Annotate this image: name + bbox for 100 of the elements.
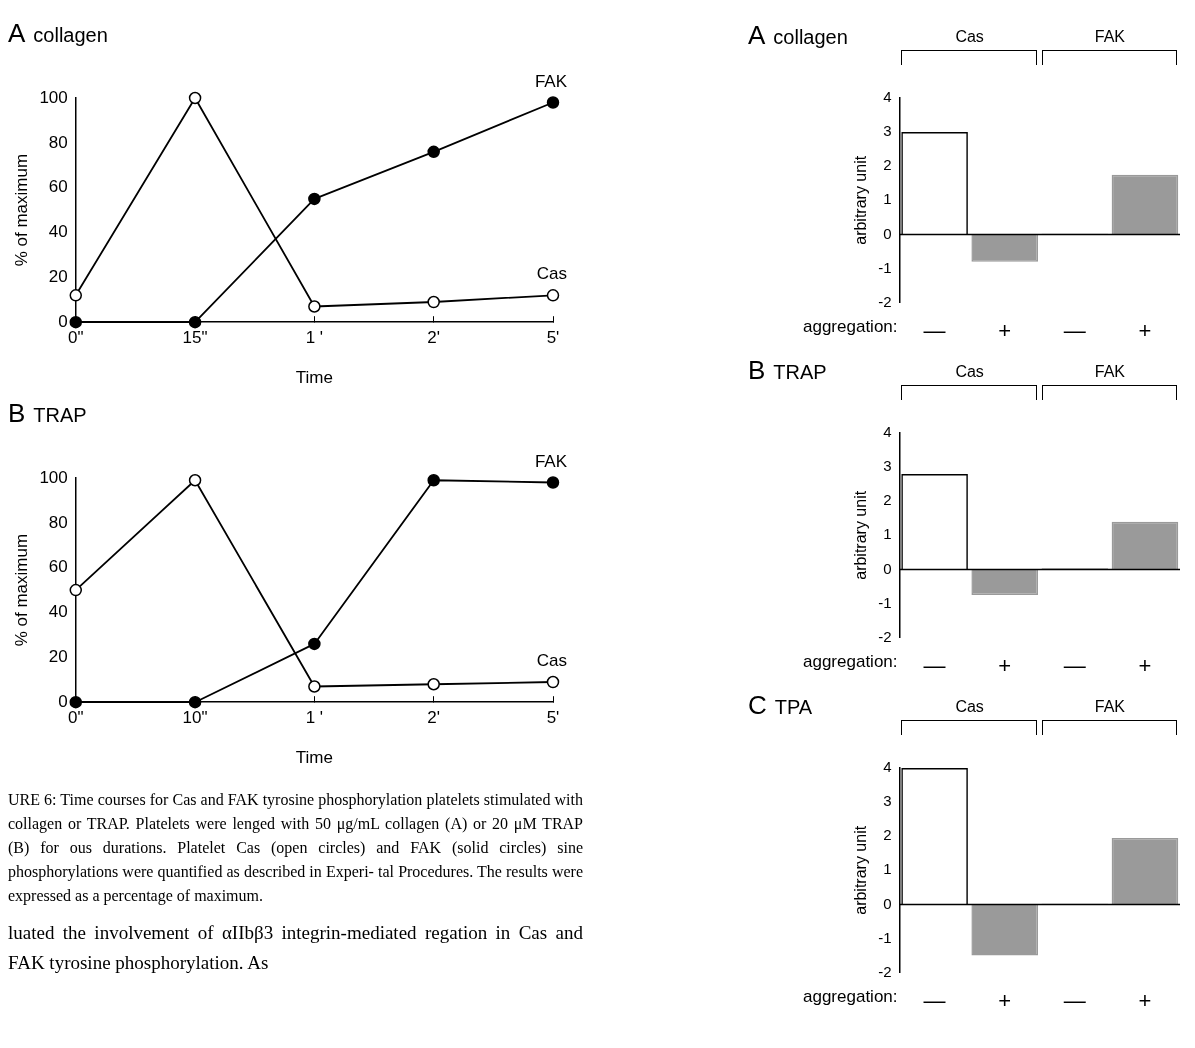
x-tick-label: 10": [182, 708, 208, 728]
y-tick-label: 2: [883, 826, 892, 844]
x-axis-title: Time: [295, 748, 333, 768]
point: [308, 680, 321, 693]
y-tick-label: 1: [883, 860, 892, 878]
y-tick-label: 80: [48, 512, 68, 532]
point: [69, 583, 83, 597]
point: [69, 289, 83, 302]
x-tick-label: —: [923, 317, 946, 343]
x-tick-label: 2': [427, 708, 441, 728]
point: [546, 476, 560, 489]
x-tick-label: +: [1138, 652, 1152, 678]
y-tick-label: 40: [48, 222, 68, 242]
point: [188, 695, 202, 709]
chart-title: C TPA: [748, 690, 813, 720]
y-tick-label: 0: [58, 311, 68, 331]
point: [308, 192, 321, 206]
y-tick-label: -2: [878, 962, 892, 980]
x-tick-label: —: [1063, 317, 1086, 343]
series-label: Cas: [536, 264, 567, 284]
x-tick-label: +: [1138, 317, 1152, 343]
y-tick-label: 4: [883, 758, 892, 776]
y-tick-label: -1: [878, 593, 892, 611]
x-tick-label: 1 ': [305, 708, 324, 728]
text: FAK: [1093, 698, 1126, 716]
y-tick-label: 0: [883, 559, 892, 577]
text: FAK: [1093, 28, 1126, 46]
y-tick-label: 3: [883, 457, 892, 475]
y-axis-title: % of maximum: [11, 533, 31, 647]
x-tick-label: —: [923, 987, 946, 1013]
y-tick-label: -1: [878, 928, 892, 946]
text: Cas: [954, 698, 985, 716]
series-label: FAK: [534, 451, 568, 471]
chart-title: A collagen: [8, 18, 108, 48]
point: [308, 637, 321, 651]
x-tick-label: —: [1063, 652, 1086, 678]
text: luated the involvement of αIIbβ3 integrin-mediated regation in Cas and FAK tyrosine phosphorylation. As: [8, 921, 583, 975]
y-axis-title: arbitrary unit: [852, 490, 870, 580]
point: [69, 695, 83, 709]
x-axis-title: aggregation:: [803, 652, 898, 672]
y-tick-label: 80: [48, 132, 68, 152]
point: [188, 315, 202, 329]
point: [546, 96, 560, 109]
point: [308, 300, 321, 313]
point: [427, 145, 440, 159]
y-tick-label: 1: [883, 190, 892, 208]
text: Cas: [954, 28, 985, 46]
point: [427, 295, 440, 309]
x-tick-label: +: [1138, 987, 1152, 1013]
text: Cas: [954, 363, 985, 381]
y-tick-label: 1: [883, 525, 892, 543]
y-tick-label: 4: [883, 423, 892, 441]
y-tick-label: 40: [48, 602, 68, 622]
y-tick-label: 60: [48, 557, 68, 577]
point: [188, 473, 202, 487]
x-tick-label: +: [998, 652, 1012, 678]
x-tick-label: —: [923, 652, 946, 678]
y-tick-label: 3: [883, 122, 892, 140]
x-axis-title: Time: [295, 368, 333, 388]
y-tick-label: 100: [39, 87, 68, 107]
x-tick-label: 5': [546, 328, 560, 348]
y-tick-label: 4: [883, 88, 892, 106]
point: [546, 675, 560, 689]
y-axis-title: arbitrary unit: [852, 155, 870, 245]
y-tick-label: -2: [878, 292, 892, 310]
x-tick-label: 2': [427, 328, 441, 348]
x-axis-title: aggregation:: [803, 317, 898, 337]
y-tick-label: -1: [878, 258, 892, 276]
y-tick-label: 2: [883, 491, 892, 509]
point: [427, 678, 440, 691]
y-tick-label: 20: [48, 647, 68, 667]
x-tick-label: 0": [68, 328, 84, 348]
point: [69, 315, 83, 329]
text: URE 6: Time courses for Cas and FAK tyrosine phosphorylation platelets stimulated with collagen or TRAP. Platelets were lenged with 50 μg/mL collagen (A) or 20 μM TRAP (B) for ous durations. Platelet Cas (open circles) and FAK (solid circles) sine phosphorylations were quantified as described in Experi- tal Procedures. The results were expressed as a percentage of maximum.: [8, 790, 583, 907]
point: [546, 289, 560, 302]
x-tick-label: 0": [68, 708, 84, 728]
y-tick-label: 3: [883, 792, 892, 810]
point: [427, 473, 440, 487]
chart-title: B TRAP: [748, 355, 827, 385]
chart-title: B TRAP: [8, 398, 87, 428]
x-axis-title: aggregation:: [803, 987, 898, 1007]
y-tick-label: 20: [48, 267, 68, 287]
y-tick-label: -2: [878, 627, 892, 645]
y-tick-label: 2: [883, 156, 892, 174]
x-tick-label: 1 ': [305, 328, 324, 348]
x-tick-label: 15": [182, 328, 208, 348]
y-tick-label: 0: [883, 894, 892, 912]
y-tick-label: 100: [39, 467, 68, 487]
text: FAK: [1093, 363, 1126, 381]
x-tick-label: 5': [546, 708, 560, 728]
point: [188, 91, 202, 105]
y-tick-label: 0: [883, 224, 892, 242]
series-label: Cas: [536, 651, 567, 671]
chart-title: A collagen: [748, 20, 848, 50]
y-tick-label: 0: [58, 691, 68, 711]
x-tick-label: +: [998, 987, 1012, 1013]
y-axis-title: % of maximum: [11, 153, 31, 267]
x-tick-label: +: [998, 317, 1012, 343]
y-axis-title: arbitrary unit: [852, 825, 870, 915]
y-tick-label: 60: [48, 177, 68, 197]
